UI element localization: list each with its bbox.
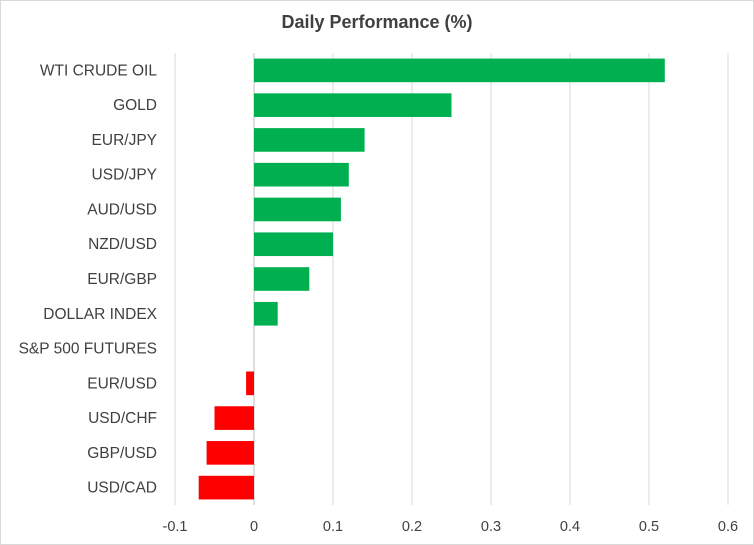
bar <box>254 197 341 222</box>
x-tick-label: 0.1 <box>323 519 343 535</box>
category-label: USD/CAD <box>87 480 157 497</box>
category-label: EUR/JPY <box>92 132 157 149</box>
bar <box>254 93 452 117</box>
category-label: NZD/USD <box>88 236 157 253</box>
bar <box>254 128 365 152</box>
bar <box>246 371 254 396</box>
category-label: USD/JPY <box>92 167 157 184</box>
x-tick-label: 0.6 <box>718 519 738 535</box>
category-label: AUD/USD <box>87 201 157 218</box>
category-label: GBP/USD <box>87 445 157 462</box>
category-label: S&P 500 FUTURES <box>19 341 157 358</box>
category-label: EUR/USD <box>87 375 157 392</box>
bar <box>254 58 665 83</box>
bar <box>254 162 349 187</box>
category-label: GOLD <box>113 97 157 114</box>
x-tick-label: 0 <box>250 519 258 535</box>
category-label: WTI CRUDE OIL <box>40 62 157 79</box>
bar <box>254 267 310 291</box>
x-tick-label: 0.3 <box>481 519 501 535</box>
x-tick-label: -0.1 <box>163 519 188 535</box>
x-tick-label: 0.5 <box>639 519 659 535</box>
bar <box>254 301 278 326</box>
x-tick-label: 0.4 <box>560 519 580 535</box>
bar <box>214 406 254 430</box>
category-label: DOLLAR INDEX <box>43 306 157 323</box>
bar <box>206 441 254 465</box>
category-label: USD/CHF <box>88 410 157 427</box>
bar <box>198 475 254 500</box>
bar <box>254 232 333 257</box>
x-tick-label: 0.2 <box>402 519 422 535</box>
chart-title: Daily Performance (%) <box>281 12 473 32</box>
category-label: EUR/GBP <box>87 271 157 288</box>
